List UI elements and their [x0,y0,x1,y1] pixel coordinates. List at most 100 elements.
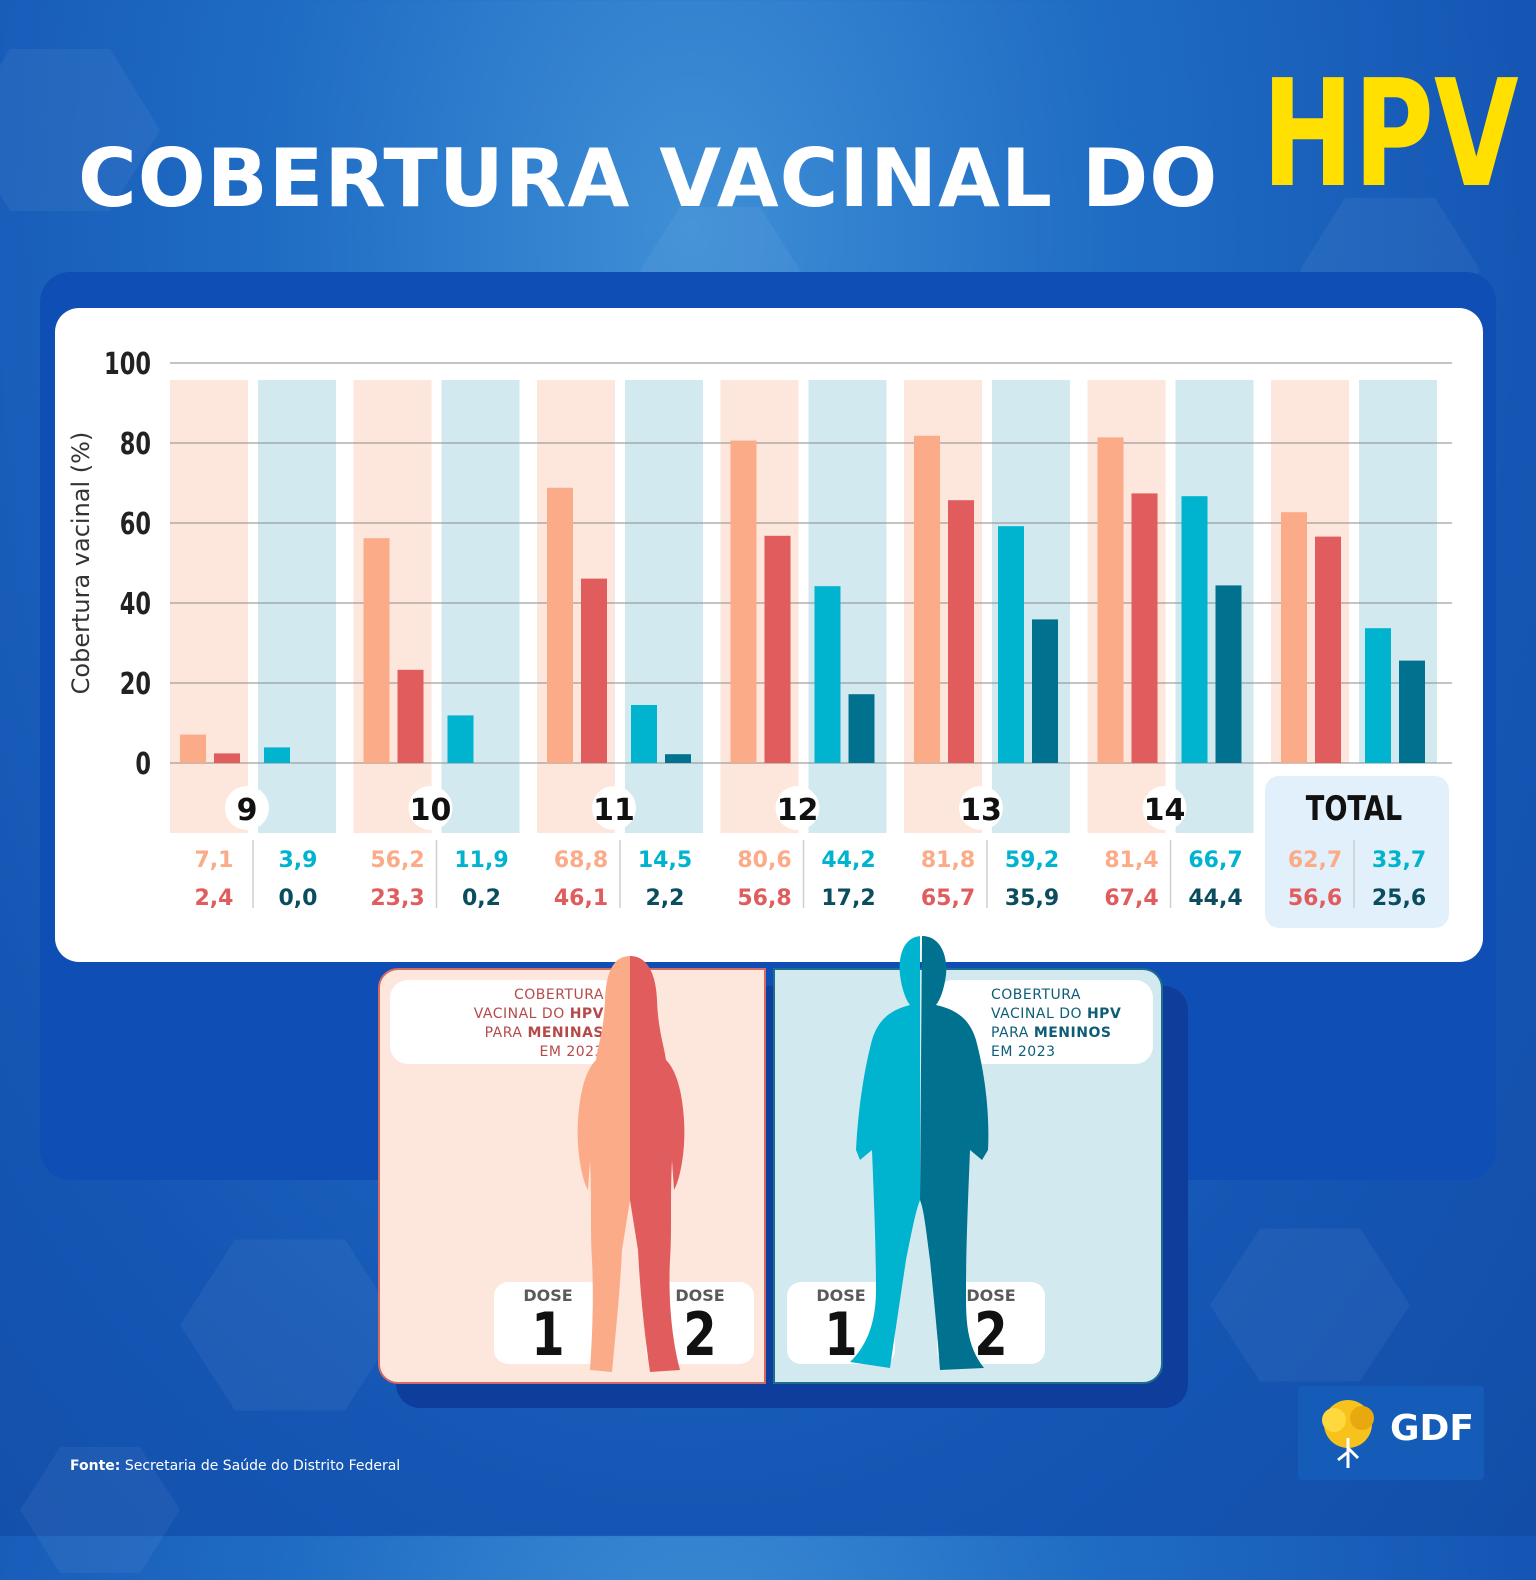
y-tick-label: 20 [120,667,151,702]
y-tick-label: 60 [120,507,151,542]
girls-caption-year: EM 2023 [539,1044,604,1060]
background-hexagon [180,1239,400,1411]
value-label-girls-dose2: 67,4 [1104,886,1158,911]
y-axis-title: Cobertura vacinal (%) [67,432,95,695]
gdf-logo-text: GDF [1390,1408,1475,1449]
category-badge [225,786,269,830]
value-label-boys-dose1: 14,5 [638,848,692,873]
value-label-boys-dose2: 17,2 [821,886,875,911]
y-tick-label: 40 [120,587,151,622]
value-label-boys-dose1: 44,2 [821,848,875,873]
boys-caption-line3: PARA [991,1025,1034,1041]
bar-girls-dose2 [397,669,424,763]
page-title-highlight: HPV [1262,48,1519,220]
bar-boys-dose1 [631,705,657,763]
boys-panel: COBERTURA VACINAL DO HPV PARA MENINOS EM… [773,968,1163,1384]
dose-number: 2 [683,1300,717,1370]
bar-girls-dose2 [948,500,974,763]
boys-caption-meninos: MENINOS [1033,1025,1112,1041]
value-label-boys-dose1: 59,2 [1005,848,1059,873]
total-band [1265,776,1449,928]
y-tick-label: 100 [104,347,151,382]
bar-boys-dose1 [1181,496,1208,763]
gdf-logo: GDF [1298,1386,1484,1480]
dose-number: 1 [531,1300,565,1370]
value-label-girls-dose2: 2,4 [195,886,234,911]
tree-icon [1322,1400,1374,1468]
value-label-boys-dose2: 2,2 [646,886,685,911]
category-label: 9 [237,793,258,828]
bar-girls-dose1 [914,435,940,763]
y-tick-label: 0 [135,747,151,782]
girls-band [170,380,248,833]
bar-boys-dose2 [1215,585,1242,763]
page-title: COBERTURA VACINAL DO [78,132,1219,225]
girls-caption-line1: COBERTURA [514,987,604,1003]
dose-number: 1 [824,1300,858,1370]
value-label-girls-dose1: 68,8 [554,848,608,873]
y-tick-label: 80 [120,427,151,462]
background-hexagon [1210,1228,1410,1382]
bar-boys-dose1 [264,747,290,763]
boys-band [441,380,520,833]
bar-boys-dose1 [447,715,474,763]
bar-girls-dose2 [764,535,791,763]
girls-caption-hpv: HPV [569,1006,604,1022]
value-label-boys-dose2: 0,0 [279,886,318,911]
girls-caption-meninas: MENINAS [527,1025,604,1041]
bar-girls-dose1 [180,734,206,763]
boys-band [258,380,336,833]
bar-girls-dose1 [730,440,757,763]
bar-girls-dose2 [581,578,607,763]
boys-dose1-box: DOSE 1 [787,1282,895,1370]
value-label-girls-dose1: 81,4 [1104,848,1158,873]
boys-caption: COBERTURA VACINAL DO HPV PARA MENINOS EM… [935,980,1153,1064]
category-label: 12 [777,793,819,828]
bar-girls-dose2 [1315,536,1341,763]
dose-label: DOSE [675,1286,725,1305]
value-label-boys-dose2: 44,4 [1188,886,1242,911]
boys-caption-line1: COBERTURA [991,987,1081,1003]
source-note: Fonte: Secretaria de Saúde do Distrito F… [70,1458,400,1474]
bar-boys-dose2 [1399,660,1425,763]
bar-boys-dose1 [814,586,841,763]
boys-band [625,380,703,833]
value-label-girls-dose2: 56,6 [1288,886,1342,911]
category-badge [959,786,1003,830]
category-badge [408,786,453,830]
bar-chart: 0 20 40 60 80 100 Cobertura vacinal (%) 9 10 11 12… [67,347,1452,928]
dose-number: 2 [974,1300,1008,1370]
category-badge [592,786,636,830]
category-label: TOTAL [1306,789,1402,829]
value-label-boys-dose1: 66,7 [1188,848,1242,873]
value-label-boys-dose1: 11,9 [454,848,508,873]
category-label: 11 [593,793,635,828]
value-label-boys-dose1: 3,9 [279,848,318,873]
girls-dose1-box: DOSE 1 [494,1282,602,1370]
chart-card: 0 20 40 60 80 100 Cobertura vacinal (%) 9 10 11 12… [55,308,1483,962]
girls-caption-line3: PARA [484,1025,528,1041]
value-label-girls-dose2: 56,8 [737,886,791,911]
value-label-girls-dose1: 81,8 [921,848,975,873]
bar-girls-dose2 [214,753,240,763]
value-label-girls-dose1: 7,1 [195,848,234,873]
value-label-boys-dose2: 0,2 [462,886,501,911]
category-label: 13 [960,793,1002,828]
boys-caption-year: EM 2023 [991,1044,1056,1060]
value-label-boys-dose2: 25,6 [1372,886,1426,911]
dose-label: DOSE [523,1286,573,1305]
bar-boys-dose1 [1365,628,1391,763]
value-label-girls-dose2: 23,3 [370,886,424,911]
bar-boys-dose2 [848,694,875,763]
girls-caption-line2: VACINAL DO [473,1006,570,1022]
value-label-girls-dose2: 65,7 [921,886,975,911]
boys-dose2-box: DOSE 2 [937,1282,1045,1370]
bar-girls-dose1 [1097,437,1124,763]
source-text: Secretaria de Saúde do Distrito Federal [120,1458,401,1474]
value-label-girls-dose1: 62,7 [1288,848,1342,873]
bar-girls-dose1 [547,487,573,763]
bar-girls-dose1 [363,538,390,763]
boys-caption-line2: VACINAL DO [991,1006,1087,1022]
girls-caption: COBERTURA VACINAL DO HPV PARA MENINAS EM… [390,980,620,1064]
category-badge [775,786,820,830]
